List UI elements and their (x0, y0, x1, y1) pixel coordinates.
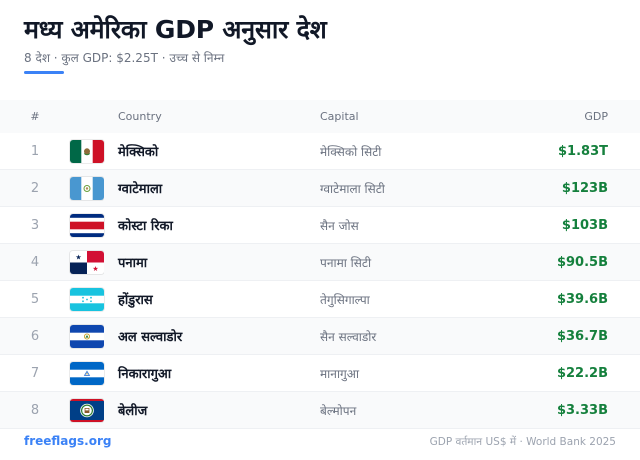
capital-name: ग्वाटेमाला सिटी (320, 169, 520, 207)
country-name: बेलीज (104, 391, 320, 429)
el-salvador-flag-icon (70, 324, 104, 348)
rank-cell: 2 (0, 169, 70, 207)
rank-cell: 5 (0, 280, 70, 318)
country-name: पनामा (104, 243, 320, 281)
rank-cell: 4 (0, 243, 70, 281)
gdp-value: $39.6B (520, 280, 640, 318)
country-name: कोस्टा रिका (104, 206, 320, 244)
rank-cell: 6 (0, 317, 70, 355)
country-name: अल सल्वाडोर (104, 317, 320, 355)
rank-cell: 8 (0, 391, 70, 429)
column-header-capital[interactable]: Capital (320, 110, 359, 123)
flag-cell (70, 169, 104, 207)
country-name: ग्वाटेमाला (104, 169, 320, 207)
column-header-country[interactable]: Country (118, 110, 162, 123)
flag-cell (70, 317, 104, 355)
costa-rica-flag-icon (70, 213, 104, 237)
table-row[interactable]: 8 बेलीज बेल्मोपन $3.33B (0, 391, 640, 429)
gdp-value: $36.7B (520, 317, 640, 355)
footer-source-note: GDP वर्तमान US$ में · World Bank 2025 (429, 436, 616, 448)
honduras-flag-icon (70, 287, 104, 311)
belize-flag-icon (70, 398, 104, 422)
country-name: होंडुरास (104, 280, 320, 318)
column-header-rank[interactable]: # (30, 110, 40, 123)
gdp-value: $1.83T (520, 133, 640, 170)
table-row[interactable]: 1 मेक्सिको मेक्सिको सिटी $1.83T (0, 133, 640, 170)
svg-text:★: ★ (92, 265, 98, 273)
page-title: मध्य अमेरिका GDP अनुसार देश (24, 15, 327, 44)
table-row[interactable]: 5 होंडुरास तेगुसिगाल्पा $39.6B (0, 280, 640, 318)
column-header-flag (70, 100, 104, 133)
gdp-table: # Country Capital GDP 1 मेक्सिको मेक्सिक… (0, 100, 640, 429)
page-subtitle: 8 देश · कुल GDP: $2.25T · उच्च से निम्न (24, 51, 225, 65)
flag-cell: ★ ★ (70, 243, 104, 281)
svg-text:★: ★ (75, 253, 81, 261)
mexico-flag-icon (70, 139, 104, 163)
gdp-value: $90.5B (520, 243, 640, 281)
capital-name: सैन सल्वाडोर (320, 317, 520, 355)
capital-name: मेक्सिको सिटी (320, 133, 520, 170)
table-row[interactable]: 6 अल सल्वाडोर सैन सल्वाडोर $36.7B (0, 317, 640, 355)
country-name: निकारागुआ (104, 354, 320, 392)
table-header-row: # Country Capital GDP (0, 100, 640, 133)
table-row[interactable]: 7 निकारागुआ मानागुआ $22.2B (0, 354, 640, 392)
flag-cell (70, 206, 104, 244)
gdp-value: $103B (520, 206, 640, 244)
gdp-value: $123B (520, 169, 640, 207)
flag-cell (70, 133, 104, 170)
capital-name: सैन जोस (320, 206, 520, 244)
gdp-value: $22.2B (520, 354, 640, 392)
flag-cell (70, 391, 104, 429)
table-row[interactable]: 4 ★ ★ पनामा पनामा सिटी $90.5B (0, 243, 640, 281)
table-row[interactable]: 2 ग्वाटेमाला ग्वाटेमाला सिटी $123B (0, 169, 640, 207)
rank-cell: 1 (0, 133, 70, 170)
rank-cell: 3 (0, 206, 70, 244)
capital-name: बेल्मोपन (320, 391, 520, 429)
column-header-gdp[interactable]: GDP (584, 110, 608, 123)
nicaragua-flag-icon (70, 361, 104, 385)
gdp-value: $3.33B (520, 391, 640, 429)
flag-cell (70, 354, 104, 392)
guatemala-flag-icon (70, 176, 104, 200)
title-accent-bar (24, 71, 64, 74)
flag-cell (70, 280, 104, 318)
panama-flag-icon: ★ ★ (70, 250, 104, 274)
footer-brand-link[interactable]: freeflags.org (24, 434, 112, 448)
capital-name: तेगुसिगाल्पा (320, 280, 520, 318)
rank-cell: 7 (0, 354, 70, 392)
country-name: मेक्सिको (104, 133, 320, 170)
capital-name: मानागुआ (320, 354, 520, 392)
capital-name: पनामा सिटी (320, 243, 520, 281)
table-row[interactable]: 3 कोस्टा रिका सैन जोस $103B (0, 206, 640, 244)
